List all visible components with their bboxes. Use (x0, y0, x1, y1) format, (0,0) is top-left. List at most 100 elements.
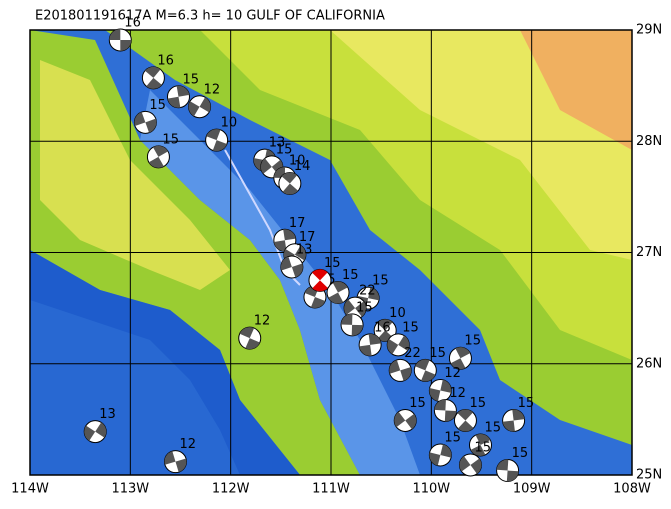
depth-label: 15 (464, 334, 481, 349)
beachball-quadrant (206, 129, 221, 141)
beachball-quadrant (351, 324, 364, 336)
depth-label: 15 (162, 132, 179, 147)
focal-mechanism (146, 145, 170, 169)
depth-label: 15 (469, 396, 486, 411)
beachball-quadrant (457, 409, 473, 421)
focal-mechanism (386, 333, 410, 357)
focal-mechanism (83, 420, 107, 444)
beachball-quadrant (291, 263, 303, 278)
beachball-quadrant (332, 281, 348, 293)
depth-label: 15 (342, 268, 359, 283)
depth-label: 15 (324, 256, 341, 271)
lat-label: 29N (636, 23, 662, 38)
beachball-quadrant (355, 301, 367, 317)
depth-label: 13 (99, 407, 116, 422)
beachball-quadrant (470, 458, 482, 474)
depth-label: 12 (449, 386, 466, 401)
depth-label: 13 (269, 136, 286, 151)
beachball-quadrant (283, 229, 296, 241)
beachball-quadrant (176, 85, 190, 97)
lat-label: 25N (636, 468, 662, 483)
beachball-quadrant (341, 313, 353, 325)
depth-label: 17 (289, 216, 306, 231)
beachball-quadrant (359, 344, 372, 356)
depth-label: 15 (474, 440, 491, 455)
depth-label: 15 (484, 420, 501, 435)
beachball-quadrant (281, 172, 298, 184)
focal-mechanism (133, 110, 157, 134)
beachball-quadrant (245, 338, 260, 350)
depth-label: 22 (359, 284, 376, 299)
beachball-quadrant (294, 245, 306, 261)
depth-label: 12 (204, 82, 221, 97)
focal-mechanism (166, 85, 190, 109)
focal-mechanism (326, 281, 350, 305)
beachball-quadrant (387, 338, 399, 355)
lon-label: 108W (613, 482, 651, 497)
lon-label: 111W (312, 482, 350, 497)
lon-label: 112W (212, 482, 250, 497)
beachball-quadrant (429, 452, 441, 466)
beachball-quadrant (440, 379, 452, 393)
focal-mechanism (108, 28, 132, 52)
focal-mechanism (340, 313, 364, 337)
focal-mechanism (428, 443, 452, 467)
lon-label: 113W (111, 482, 149, 497)
focal-mechanism (280, 255, 304, 279)
beachball-quadrant (146, 77, 162, 89)
depth-label: 10 (389, 306, 406, 321)
beachball-quadrant (502, 420, 515, 432)
focal-mechanism (413, 358, 437, 382)
beachball-quadrant (459, 456, 471, 472)
focal-mechanism (308, 268, 332, 292)
beachball-quadrant (328, 292, 344, 304)
beachball-quadrant (212, 140, 227, 152)
depth-label: 12 (254, 314, 271, 329)
map-title: E201801191617A M=6.3 h= 10 GULF OF CALIF… (35, 9, 385, 24)
beachball-quadrant (475, 433, 491, 445)
depth-label: 22 (404, 346, 421, 361)
beachball-quadrant (512, 409, 525, 421)
beachball-quadrant (429, 388, 441, 402)
beachball-quadrant (377, 319, 393, 331)
lon-label: 109W (513, 482, 551, 497)
beachball-quadrant (450, 358, 466, 370)
focal-mechanism (238, 326, 262, 350)
depth-label: 15 (149, 98, 166, 113)
beachball-quadrant (368, 333, 382, 345)
depth-label: 15 (518, 396, 535, 411)
depth-label: 15 (512, 446, 529, 461)
lat-label: 27N (636, 245, 662, 260)
depth-label: 17 (299, 230, 316, 245)
lat-label: 26N (636, 356, 662, 371)
beachball-quadrant (148, 156, 164, 168)
beachball-quadrant (120, 40, 132, 52)
beachball-quadrant (496, 459, 509, 471)
focal-mechanism (496, 459, 520, 483)
beachball-quadrant (389, 359, 401, 374)
beachball-quadrant (310, 297, 326, 308)
beachball-quadrant (153, 145, 169, 157)
depth-label: 15 (276, 142, 293, 157)
beachball-quadrant (368, 287, 380, 301)
beachball-quadrant (457, 420, 474, 432)
beachball-quadrant (134, 111, 146, 127)
beachball-quadrant (312, 280, 328, 292)
beachball-quadrant (167, 96, 181, 108)
depth-label: 12 (444, 366, 461, 381)
depth-label: 13 (296, 242, 313, 257)
depth-label: 12 (179, 437, 196, 452)
focal-mechanism (278, 172, 302, 196)
depth-label: 15 (444, 430, 461, 445)
beachball-quadrant (188, 101, 200, 117)
beachball-quadrant (398, 335, 410, 351)
focal-mechanism (163, 450, 187, 474)
beachball-quadrant (444, 410, 457, 422)
beachball-quadrant (421, 370, 436, 382)
depth-label: 15 (409, 396, 426, 411)
beachball-quadrant (400, 367, 412, 381)
focal-mechanism (428, 378, 452, 402)
focal-mechanism (502, 408, 526, 432)
depth-label: 15 (182, 72, 199, 87)
beachball-quadrant (84, 425, 96, 441)
